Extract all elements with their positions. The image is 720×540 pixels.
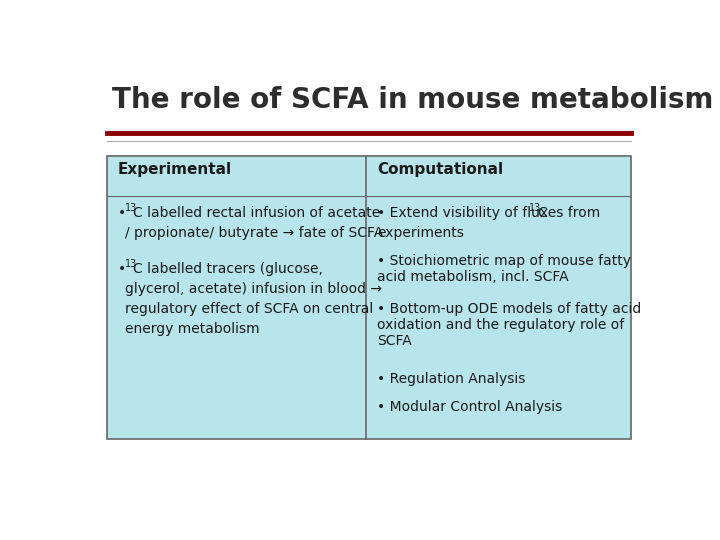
Text: 13: 13 xyxy=(125,203,138,213)
Text: Experimental: Experimental xyxy=(118,161,232,177)
Text: The role of SCFA in mouse metabolism: The role of SCFA in mouse metabolism xyxy=(112,85,714,113)
Text: Computational: Computational xyxy=(377,161,503,177)
Text: energy metabolism: energy metabolism xyxy=(125,322,260,336)
Text: experiments: experiments xyxy=(377,226,464,240)
Text: glycerol, acetate) infusion in blood →: glycerol, acetate) infusion in blood → xyxy=(125,282,382,296)
Text: • Bottom-up ODE models of fatty acid
oxidation and the regulatory role of
SCFA: • Bottom-up ODE models of fatty acid oxi… xyxy=(377,302,642,348)
Text: • Stoichiometric map of mouse fatty
acid metabolism, incl. SCFA: • Stoichiometric map of mouse fatty acid… xyxy=(377,254,631,284)
Text: C labelled rectal infusion of acetate: C labelled rectal infusion of acetate xyxy=(133,206,380,220)
Text: 13: 13 xyxy=(529,203,541,213)
Bar xyxy=(107,156,631,439)
Text: • Regulation Analysis: • Regulation Analysis xyxy=(377,372,526,386)
Text: C: C xyxy=(537,206,546,220)
Text: • Modular Control Analysis: • Modular Control Analysis xyxy=(377,400,562,414)
Text: C labelled tracers (glucose,: C labelled tracers (glucose, xyxy=(133,262,323,276)
Text: • Extend visibility of fluxes from: • Extend visibility of fluxes from xyxy=(377,206,600,220)
Text: •: • xyxy=(118,262,126,276)
Text: 13: 13 xyxy=(125,259,138,269)
Text: / propionate/ butyrate → fate of SCFA: / propionate/ butyrate → fate of SCFA xyxy=(125,226,384,240)
Text: regulatory effect of SCFA on central: regulatory effect of SCFA on central xyxy=(125,302,374,316)
Text: •: • xyxy=(118,206,126,220)
